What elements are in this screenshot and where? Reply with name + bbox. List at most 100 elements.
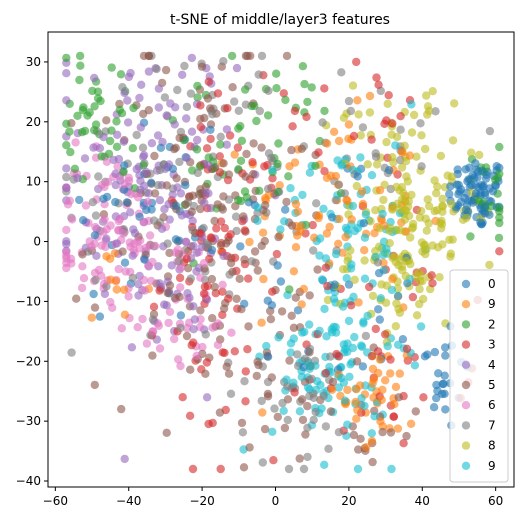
scatter-point [393,291,403,300]
scatter-point [111,277,121,286]
scatter-point [111,169,120,178]
scatter-point [62,69,71,78]
scatter-point [130,228,140,238]
scatter-point [239,212,248,221]
scatter-point [216,132,225,141]
scatter-point [99,132,108,142]
scatter-point [348,201,358,211]
scatter-point [140,255,149,264]
scatter-point [394,260,403,270]
scatter-point [176,323,185,333]
scatter-point [441,405,450,414]
scatter-point [200,113,209,123]
scatter-point [495,203,504,213]
scatter-point [379,195,388,205]
scatter-point [427,271,436,280]
scatter-point [367,135,376,144]
scatter-point [321,263,330,272]
scatter-point [370,412,379,421]
scatter-point [305,362,315,371]
scatter-point [331,249,341,259]
scatter-point [187,127,197,136]
scatter-point [243,345,252,354]
scatter-point [263,184,273,193]
scatter-point [480,203,489,212]
scatter-point [198,342,207,352]
scatter-point [411,407,420,416]
scatter-point [186,365,195,374]
scatter-point [202,144,212,153]
scatter-point [402,172,411,181]
scatter-point [381,376,390,385]
scatter-point [286,348,295,357]
scatter-point [245,443,254,452]
scatter-point [359,219,368,228]
scatter-point [281,205,290,214]
scatter-point [175,133,184,143]
scatter-point [455,187,464,196]
scatter-point [309,246,318,255]
legend-label: 3 [488,338,496,352]
scatter-point [123,118,133,127]
scatter-point [375,186,385,195]
y-tick-label: −10 [16,294,41,308]
scatter-point [62,141,71,150]
scatter-point [446,182,455,191]
y-tick-label: 30 [26,55,41,69]
scatter-point [383,99,392,109]
scatter-point [141,167,151,177]
scatter-point [319,204,328,213]
scatter-point [397,148,407,157]
scatter-point [156,143,166,152]
scatter-point [417,206,426,216]
x-tick-label: 40 [415,494,430,508]
legend-label: 5 [488,378,496,392]
scatter-point [291,199,301,209]
scatter-point [278,398,287,408]
scatter-point [293,207,303,216]
scatter-point [178,70,187,80]
scatter-point [480,209,490,218]
scatter-point [204,419,213,429]
scatter-point [227,51,237,61]
scatter-point [381,298,391,307]
legend-marker [461,360,471,369]
legend-marker [461,401,471,410]
scatter-point [475,150,484,160]
scatter-point [343,420,352,429]
scatter-point [352,57,361,67]
scatter-point [240,299,249,308]
scatter-point [189,241,198,251]
scatter-point [350,332,359,342]
scatter-point [401,256,411,266]
scatter-point [189,302,198,311]
scatter-point [161,65,171,75]
scatter-point [268,427,277,436]
scatter-point [302,112,311,122]
scatter-point [388,153,397,162]
y-tick-label: −40 [16,474,41,488]
scatter-point [348,81,358,90]
scatter-point [295,407,305,416]
scatter-point [90,303,100,312]
scatter-point [207,234,216,243]
scatter-point [208,314,217,323]
scatter-point [347,301,356,310]
scatter-point [241,367,250,376]
scatter-point [382,281,391,290]
scatter-point [162,111,171,120]
scatter-point [213,89,223,98]
scatter-point [244,322,253,331]
scatter-point [349,131,359,141]
scatter-point [393,340,403,349]
scatter-point [99,194,108,203]
scatter-point [114,216,124,226]
scatter-point [206,134,215,144]
scatter-point [124,292,133,301]
scatter-point [440,371,449,380]
scatter-point [273,412,282,422]
scatter-point [211,289,220,298]
scatter-point [298,61,308,71]
scatter-point [215,152,224,161]
y-tick-label: 20 [26,115,41,129]
